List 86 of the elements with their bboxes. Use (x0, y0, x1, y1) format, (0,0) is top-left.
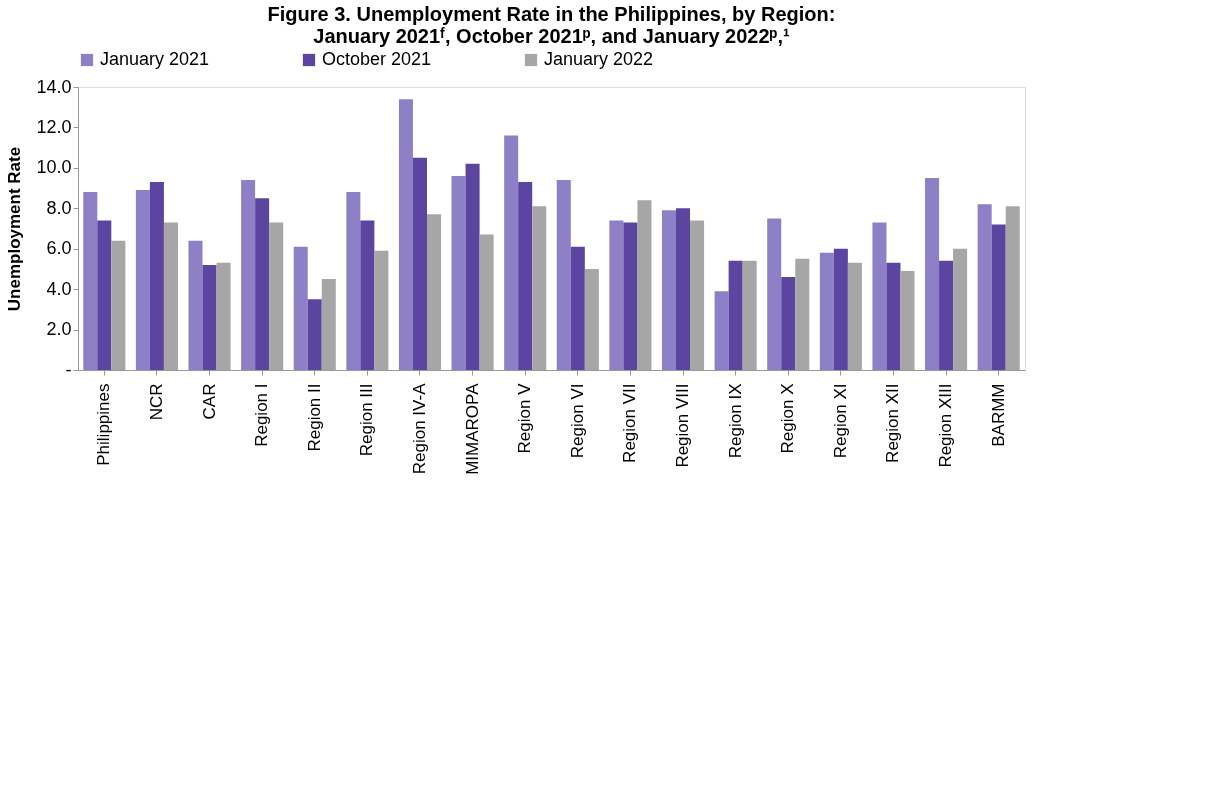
bar (163, 222, 178, 370)
bar (111, 240, 126, 370)
x-tick-label: Region VIII (673, 383, 693, 468)
text: Figure 3. Unemployment Rate in the Philippines, by Region: (267, 3, 836, 25)
legend-label: January 2022 (544, 49, 654, 69)
x-tick-label: Region III (357, 383, 377, 457)
bar (819, 252, 834, 370)
bar (374, 250, 389, 370)
y-tick-label: 2.0 (46, 319, 72, 340)
bar (833, 248, 848, 370)
bar (255, 198, 270, 370)
x-tick-label: Region VII (620, 383, 640, 463)
bar (781, 277, 796, 370)
y-tick-label: 10.0 (36, 157, 72, 178)
bar (532, 206, 547, 370)
y-tick-label: - (65, 359, 72, 380)
bar (872, 222, 887, 370)
bar (465, 163, 480, 370)
x-tick-label: NCR (146, 383, 166, 421)
bar (293, 246, 308, 370)
x-tick-label: Region VI (567, 383, 587, 459)
bar (925, 177, 940, 370)
bar (307, 299, 322, 370)
bar (97, 220, 112, 370)
bar (690, 220, 705, 370)
bar (479, 234, 494, 370)
bar (991, 224, 1006, 370)
x-tick-label: Region XII (883, 383, 903, 463)
bar (795, 258, 810, 370)
bar (847, 262, 862, 370)
bar (269, 222, 284, 370)
bar (1005, 206, 1020, 370)
bar (977, 204, 992, 370)
bar (426, 214, 442, 370)
legend-label: January 2021 (100, 49, 210, 69)
x-tick-label: Region X (778, 383, 798, 454)
bar (728, 260, 743, 370)
legend-label: October 2021 (322, 49, 432, 69)
bar (83, 192, 98, 370)
bar (504, 135, 519, 370)
y-tick-label: 6.0 (46, 238, 72, 259)
bar (584, 268, 599, 370)
bar (637, 200, 652, 370)
bar (398, 99, 413, 370)
bar (570, 246, 585, 370)
bar (188, 240, 203, 370)
x-tick-label: Region IV-A (409, 382, 429, 475)
bar (609, 220, 624, 370)
bar (346, 192, 361, 370)
bar (216, 262, 231, 370)
x-tick-label: Region IX (725, 383, 745, 459)
bar (321, 279, 336, 370)
bar (623, 222, 638, 370)
bar (135, 190, 150, 370)
bar (767, 218, 782, 370)
x-tick-label: BARMM (988, 383, 1008, 447)
x-tick-label: Region II (304, 383, 324, 452)
bar (556, 179, 571, 370)
text: January 2021ᶠ, October 2021ᵖ, and January 2022ᵖ,¹ (313, 25, 790, 47)
bar (676, 208, 691, 370)
x-tick-label: Region XI (830, 383, 850, 459)
bar (360, 220, 375, 370)
x-tick-label: Region XIII (936, 383, 956, 468)
bar (202, 264, 217, 370)
bar (953, 248, 968, 370)
x-tick-label: Region I (252, 383, 272, 447)
bar (661, 210, 677, 370)
x-tick-label: MIMAROPA (462, 382, 482, 475)
x-tick-label: CAR (199, 383, 219, 420)
bar (451, 175, 466, 370)
bar (742, 260, 757, 370)
bar (412, 157, 427, 370)
bar (900, 270, 915, 370)
bar (939, 260, 954, 370)
y-tick-label: 12.0 (36, 116, 72, 137)
y-tick-label: 4.0 (46, 278, 72, 299)
y-tick-label: 14.0 (36, 76, 72, 97)
y-tick-label: 8.0 (46, 197, 72, 218)
x-tick-label: Philippines (94, 383, 114, 466)
bar (241, 179, 256, 370)
x-tick-label: Region V (515, 382, 535, 454)
bar (518, 182, 533, 370)
bar (149, 182, 164, 370)
bar (714, 291, 729, 370)
bar (886, 262, 901, 370)
y-axis-title: Unemployment Rate (5, 146, 25, 312)
